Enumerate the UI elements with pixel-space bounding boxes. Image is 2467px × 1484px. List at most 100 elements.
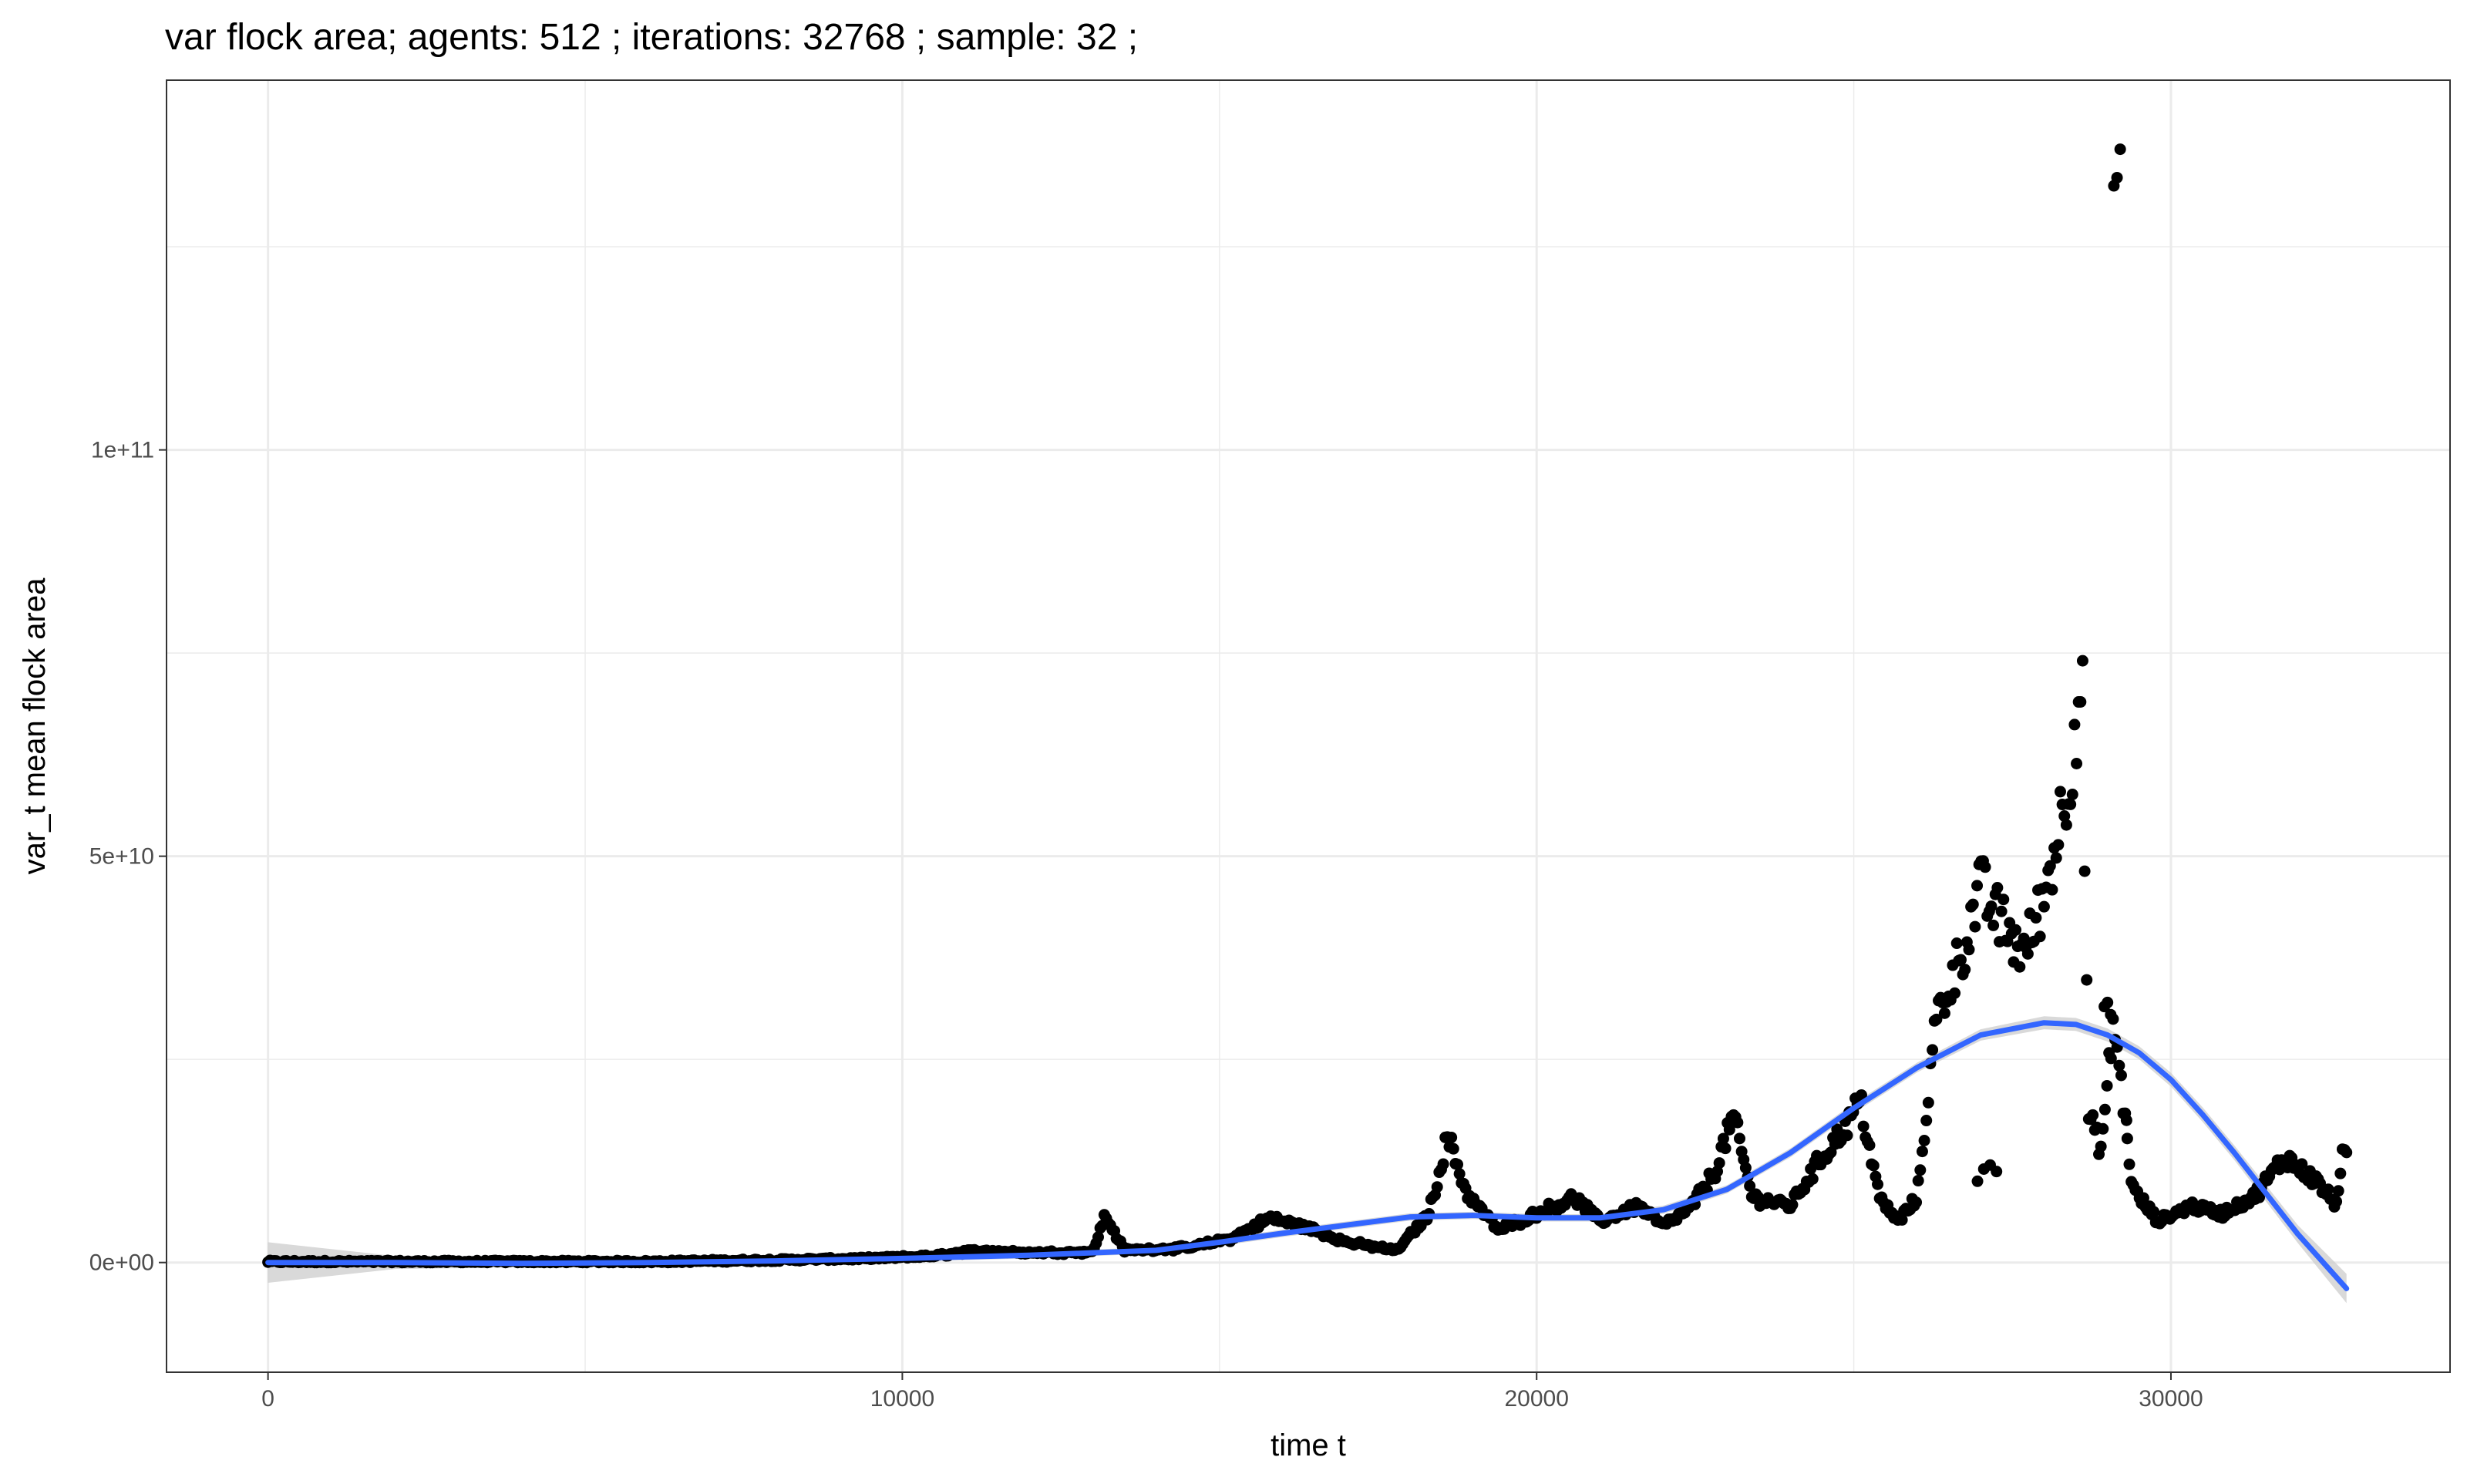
data-point <box>1431 1181 1443 1193</box>
x-tick-label: 20000 <box>1504 1386 1568 1412</box>
data-point <box>2034 930 2046 943</box>
data-point <box>2137 1192 2149 1204</box>
data-point <box>1954 954 1967 966</box>
data-point <box>2030 912 2042 924</box>
data-point <box>2331 1196 2343 1208</box>
data-point <box>2341 1146 2353 1159</box>
data-point <box>2095 1140 2107 1153</box>
data-point <box>2332 1185 2344 1197</box>
data-point <box>1806 1173 1819 1185</box>
data-point <box>2068 718 2081 731</box>
data-point <box>1967 898 1979 910</box>
data-point <box>1841 1129 1853 1142</box>
data-point <box>2060 819 2072 831</box>
axes: 0 10000 20000 30000 0e+00 5e+10 1e+11 <box>89 438 2203 1412</box>
data-point <box>2296 1158 2308 1170</box>
data-point <box>1872 1178 1884 1190</box>
data-point <box>2065 798 2077 810</box>
data-point <box>2115 1069 2127 1082</box>
data-point <box>1867 1159 1880 1172</box>
data-point <box>2105 1008 2117 1021</box>
x-tick-label: 30000 <box>2139 1386 2203 1412</box>
data-point <box>1453 1168 1466 1180</box>
y-tick-label: 5e+10 <box>89 844 154 870</box>
data-point <box>2111 171 2123 183</box>
data-point <box>1723 1123 1735 1136</box>
data-point <box>2014 961 2026 973</box>
data-point <box>1930 1013 1943 1025</box>
data-point <box>1949 987 1961 999</box>
data-point <box>1452 1158 1464 1170</box>
data-point <box>1985 900 1997 913</box>
data-point <box>2314 1177 2326 1190</box>
data-point <box>1918 1135 1930 1147</box>
data-point <box>1963 944 1975 956</box>
data-point <box>1971 1175 1984 1187</box>
data-point <box>2102 996 2114 1008</box>
data-point <box>2334 1167 2347 1179</box>
data-point <box>1910 1196 1923 1209</box>
data-point <box>1991 882 2004 894</box>
data-point <box>1979 861 1991 873</box>
data-point <box>1950 937 1963 950</box>
data-point <box>2105 1052 2117 1065</box>
smooth-line-layer <box>265 1020 2350 1291</box>
data-point <box>1987 919 2000 931</box>
data-point <box>2044 860 2056 872</box>
data-point <box>1997 893 2010 906</box>
data-point <box>1717 1132 1729 1145</box>
data-point <box>2123 1158 2135 1170</box>
data-point <box>2058 810 2071 823</box>
data-point <box>2075 696 2087 708</box>
data-point <box>2076 655 2088 667</box>
data-point <box>2050 852 2062 864</box>
data-point <box>1739 1162 1752 1174</box>
data-point <box>1896 1213 1908 1226</box>
panel-border <box>166 79 2451 1373</box>
chart-title: var flock area; agents: 512 ; iterations… <box>165 17 1138 58</box>
data-point <box>1447 1142 1459 1155</box>
data-point <box>1995 905 2008 917</box>
data-point <box>2078 865 2091 877</box>
data-point <box>1920 1115 1933 1127</box>
data-point <box>1991 1166 2003 1178</box>
data-point <box>2021 947 2034 960</box>
data-point <box>1863 1139 1876 1151</box>
data-point <box>2010 924 2022 936</box>
smooth-line <box>265 1020 2350 1291</box>
data-point <box>1732 1116 1744 1129</box>
data-point <box>1733 1132 1745 1145</box>
data-point <box>1446 1131 1458 1143</box>
y-axis-title: var_t mean flock area <box>18 577 52 874</box>
data-point <box>1938 1007 1950 1019</box>
data-point <box>2322 1183 2334 1196</box>
data-point <box>1744 1179 1756 1192</box>
data-point <box>1916 1146 1928 1158</box>
data-point <box>2253 1191 2266 1203</box>
data-point <box>1971 880 1984 892</box>
data-point <box>2038 900 2050 913</box>
x-tick-label: 0 <box>261 1386 274 1412</box>
x-tick-label: 10000 <box>870 1386 934 1412</box>
y-tick-label: 0e+00 <box>89 1250 154 1276</box>
data-point <box>2081 974 2093 986</box>
x-axis-title: time t <box>1271 1428 1346 1462</box>
plot-panel <box>167 80 2450 1372</box>
data-point <box>2052 839 2065 851</box>
data-point <box>2101 1079 2113 1092</box>
data-point <box>2087 1109 2099 1121</box>
data-point <box>1719 1142 1732 1155</box>
data-point <box>1912 1175 1924 1187</box>
data-point <box>2066 789 2078 801</box>
data-point <box>1922 1096 1934 1109</box>
data-point <box>2113 1059 2125 1072</box>
data-point <box>1855 1089 1867 1101</box>
y-tick-label: 1e+11 <box>91 438 154 463</box>
data-point <box>2097 1122 2109 1135</box>
data-point <box>2114 143 2126 156</box>
data-point <box>2148 1206 2160 1218</box>
data-point <box>1786 1199 1799 1211</box>
data-point <box>1092 1231 1104 1243</box>
